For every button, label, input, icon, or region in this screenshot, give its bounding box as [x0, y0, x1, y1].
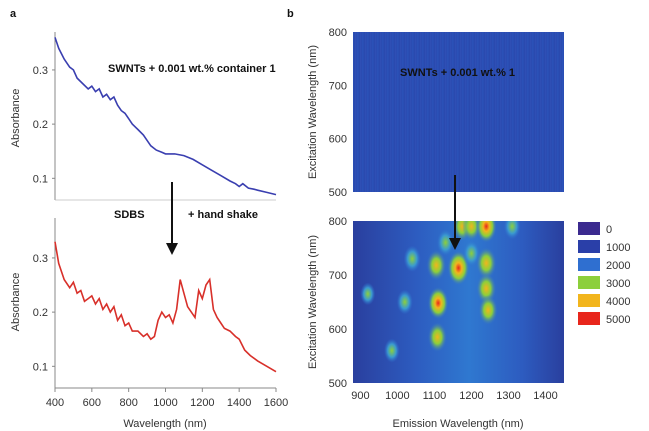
- panel-label-b: b: [287, 8, 294, 20]
- legend-swatch: [578, 222, 600, 235]
- absorbance-top-y-tick-label: 0.1: [33, 173, 48, 185]
- absorbance-bottom-x-tick-label: 1000: [153, 397, 177, 409]
- heatmap-peak: [475, 221, 497, 243]
- pl-map-bottom-x-label: Emission Wavelength (nm): [392, 418, 523, 430]
- pl-map-top-y-tick-label: 700: [329, 80, 347, 92]
- pl-map-bottom-y-tick-label: 800: [329, 216, 347, 228]
- process-arrow-head: [166, 243, 178, 255]
- absorbance-bottom-y-tick-label: 0.1: [33, 361, 48, 373]
- pl-map-top-y-tick-label: 600: [329, 134, 347, 146]
- heatmap-peak: [427, 286, 449, 320]
- pl-map-bottom-x-tick-label: 1400: [533, 390, 557, 402]
- pl-map-bottom-x-tick-label: 1100: [423, 390, 447, 402]
- absorbance-top-series-line: [54, 37, 277, 196]
- pl-map-bottom-x-tick-label: 1000: [385, 390, 409, 402]
- legend-label: 2000: [606, 260, 630, 272]
- pl-map-top-y-label: Excitation Wavelength (nm): [307, 45, 319, 179]
- pl-map-bottom-x-tick-label: 900: [351, 390, 369, 402]
- legend-label: 4000: [606, 296, 630, 308]
- legend-swatch: [578, 240, 600, 253]
- pl-map-top-y-tick-label: 500: [329, 187, 347, 199]
- legend-swatch: [578, 312, 600, 325]
- legend-label: 3000: [606, 278, 630, 290]
- legend-swatch: [578, 294, 600, 307]
- absorbance-bottom-x-tick-label: 400: [46, 397, 64, 409]
- process-right-label: + hand shake: [188, 209, 258, 221]
- absorbance-bottom-chart: 0.1 0.2 0.3 400 600 800 1000 1200 1400 1600 Absor…: [10, 218, 288, 430]
- pl-map-bottom-y-label: Excitation Wavelength (nm): [307, 235, 319, 369]
- heatmap-peak: [396, 289, 413, 315]
- map-arrow-head: [449, 238, 461, 250]
- pl-map-bottom-x-tick-label: 1200: [459, 390, 483, 402]
- absorbance-top-y-tick-label: 0.2: [33, 119, 48, 131]
- legend-label: 1000: [606, 242, 630, 254]
- pl-map-bottom-y-tick-label: 700: [329, 270, 347, 282]
- heatmap-peak: [478, 295, 498, 326]
- absorbance-bottom-x-tick-label: 600: [83, 397, 101, 409]
- legend-label: 5000: [606, 314, 630, 326]
- pl-map-top-y-tick-label: 800: [329, 27, 347, 39]
- panel-label-a: a: [10, 8, 17, 20]
- heatmap-peak: [462, 240, 480, 267]
- heatmap-peak: [427, 322, 447, 353]
- absorbance-bottom-x-tick-label: 1400: [227, 397, 251, 409]
- legend-swatch: [578, 276, 600, 289]
- map-annotation: SWNTs + 0.001 wt.% 1: [400, 67, 515, 79]
- pl-map-top-plot-area: [353, 32, 564, 192]
- process-annotation: SDBS + hand shake: [114, 182, 258, 255]
- absorbance-bottom-y-label: Absorbance: [10, 273, 22, 332]
- heatmap-peak: [384, 338, 400, 363]
- legend-swatch: [578, 258, 600, 271]
- absorbance-bottom-x-tick-label: 800: [119, 397, 137, 409]
- pl-map-bottom-chart: 500 600 700 800 900 1000 1100 1200 1300 1400 Exci…: [307, 216, 564, 430]
- legend-label: 0: [606, 224, 612, 236]
- absorbance-bottom-x-label: Wavelength (nm): [123, 418, 206, 430]
- pl-map-bottom-x-tick-label: 1300: [496, 390, 520, 402]
- map-arrow: [449, 175, 461, 250]
- heatmap-peak: [476, 247, 497, 280]
- heatmap-legend: 0 1000 2000 3000 4000 5000: [578, 222, 630, 326]
- absorbance-bottom-y-tick-label: 0.3: [33, 253, 48, 265]
- absorbance-bottom-x-tick-label: 1200: [190, 397, 214, 409]
- absorbance-bottom-series-line: [54, 241, 277, 373]
- heatmap-peak: [426, 249, 447, 281]
- absorbance-top-y-label: Absorbance: [10, 89, 22, 148]
- heatmap-peak: [436, 229, 455, 256]
- pl-map-bottom-y-tick-label: 500: [329, 378, 347, 390]
- heatmap-peak: [360, 282, 376, 306]
- absorbance-top-y-tick-label: 0.3: [33, 65, 48, 77]
- absorbance-bottom-y-tick-label: 0.2: [33, 307, 48, 319]
- spectrum-annotation: SWNTs + 0.001 wt.% container 1: [108, 63, 276, 75]
- pl-map-bottom-y-tick-label: 600: [329, 324, 347, 336]
- process-left-label: SDBS: [114, 209, 145, 221]
- pl-map-bottom-plot-area: [353, 221, 564, 383]
- heatmap-peak: [403, 245, 421, 272]
- absorbance-bottom-x-tick-label: 1600: [264, 397, 288, 409]
- heatmap-peak: [503, 221, 521, 240]
- absorbance-top-chart: 0.1 0.2 0.3 Absorbance SWNTs + 0.001 wt.% …: [10, 32, 277, 201]
